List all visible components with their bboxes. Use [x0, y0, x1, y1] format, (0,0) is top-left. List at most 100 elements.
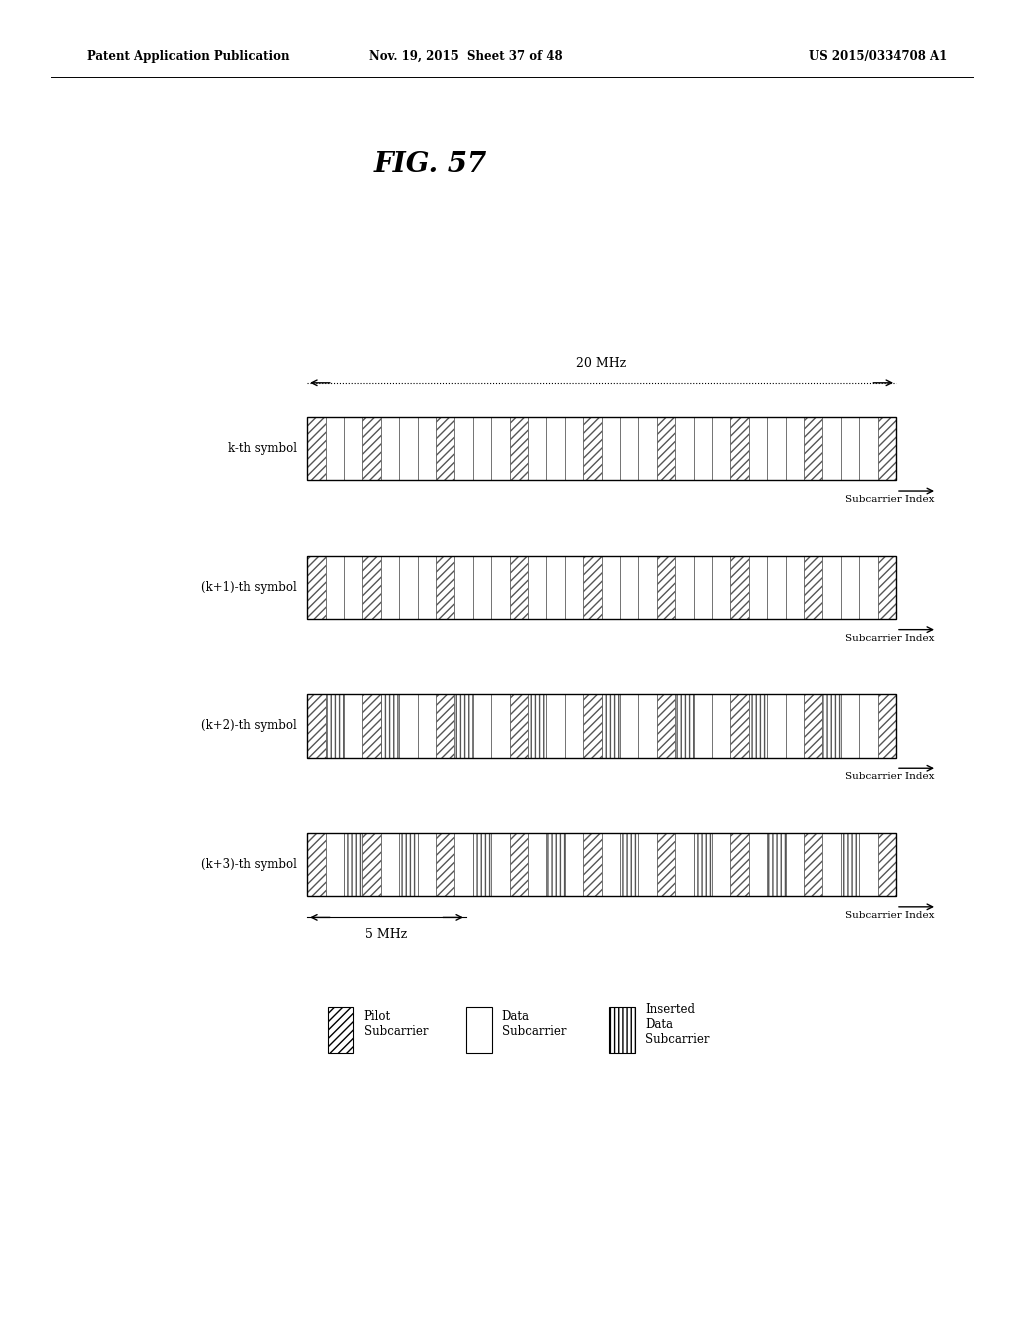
Text: Subcarrier Index: Subcarrier Index: [846, 634, 935, 643]
Bar: [510, 833, 528, 896]
Bar: [878, 556, 896, 619]
Bar: [638, 556, 656, 619]
Bar: [326, 694, 344, 758]
Bar: [362, 833, 381, 896]
Bar: [307, 556, 896, 619]
Bar: [841, 417, 859, 480]
Bar: [804, 417, 822, 480]
Bar: [693, 833, 712, 896]
Bar: [656, 556, 675, 619]
Bar: [565, 694, 584, 758]
Text: Inserted
Data
Subcarrier: Inserted Data Subcarrier: [645, 1003, 710, 1045]
Bar: [693, 556, 712, 619]
Bar: [584, 833, 602, 896]
Bar: [492, 417, 510, 480]
Bar: [528, 833, 547, 896]
Bar: [620, 694, 638, 758]
Bar: [767, 417, 785, 480]
Text: 20 MHz: 20 MHz: [577, 356, 627, 370]
Bar: [362, 694, 381, 758]
Bar: [675, 556, 693, 619]
Bar: [601, 556, 620, 619]
Bar: [693, 694, 712, 758]
Bar: [436, 694, 455, 758]
Bar: [326, 556, 344, 619]
Bar: [822, 694, 841, 758]
Bar: [749, 556, 767, 619]
Text: Subcarrier Index: Subcarrier Index: [846, 911, 935, 920]
Bar: [638, 694, 656, 758]
Bar: [878, 833, 896, 896]
Bar: [712, 833, 730, 896]
Bar: [492, 556, 510, 619]
Bar: [455, 694, 473, 758]
Bar: [547, 556, 565, 619]
Bar: [804, 694, 822, 758]
Bar: [418, 417, 436, 480]
Bar: [785, 833, 804, 896]
Bar: [455, 417, 473, 480]
Bar: [436, 833, 455, 896]
Bar: [326, 833, 344, 896]
Bar: [785, 556, 804, 619]
Bar: [344, 556, 362, 619]
Text: Nov. 19, 2015  Sheet 37 of 48: Nov. 19, 2015 Sheet 37 of 48: [369, 50, 563, 63]
Bar: [547, 417, 565, 480]
Bar: [565, 833, 584, 896]
Bar: [399, 556, 418, 619]
Bar: [767, 556, 785, 619]
Text: Pilot
Subcarrier: Pilot Subcarrier: [364, 1010, 428, 1039]
Bar: [693, 417, 712, 480]
Bar: [620, 556, 638, 619]
Bar: [547, 833, 565, 896]
Bar: [601, 833, 620, 896]
Text: US 2015/0334708 A1: US 2015/0334708 A1: [809, 50, 947, 63]
Bar: [675, 417, 693, 480]
Bar: [712, 556, 730, 619]
Bar: [307, 833, 326, 896]
Bar: [565, 417, 584, 480]
Bar: [656, 417, 675, 480]
Bar: [381, 694, 399, 758]
Bar: [307, 833, 896, 896]
Bar: [730, 833, 749, 896]
Bar: [601, 417, 620, 480]
Bar: [584, 417, 602, 480]
Bar: [307, 694, 326, 758]
Bar: [381, 417, 399, 480]
Bar: [878, 417, 896, 480]
Bar: [436, 417, 455, 480]
Bar: [473, 694, 492, 758]
Bar: [362, 556, 381, 619]
Bar: [399, 417, 418, 480]
Text: Subcarrier Index: Subcarrier Index: [846, 495, 935, 504]
Bar: [399, 694, 418, 758]
Bar: [436, 556, 455, 619]
Bar: [712, 417, 730, 480]
Bar: [730, 417, 749, 480]
Bar: [785, 694, 804, 758]
Bar: [767, 833, 785, 896]
Bar: [804, 833, 822, 896]
Bar: [455, 833, 473, 896]
Bar: [859, 833, 878, 896]
Bar: [418, 556, 436, 619]
Bar: [822, 417, 841, 480]
Bar: [344, 417, 362, 480]
Bar: [528, 417, 547, 480]
Bar: [730, 556, 749, 619]
Bar: [804, 556, 822, 619]
Bar: [547, 694, 565, 758]
Bar: [344, 694, 362, 758]
Bar: [712, 694, 730, 758]
Bar: [656, 833, 675, 896]
Bar: [307, 694, 896, 758]
Bar: [620, 833, 638, 896]
Bar: [418, 694, 436, 758]
Text: 5 MHz: 5 MHz: [366, 928, 408, 941]
Bar: [528, 694, 547, 758]
Text: FIG. 57: FIG. 57: [374, 152, 486, 178]
Bar: [510, 556, 528, 619]
Bar: [565, 556, 584, 619]
Text: (k+1)-th symbol: (k+1)-th symbol: [201, 581, 297, 594]
